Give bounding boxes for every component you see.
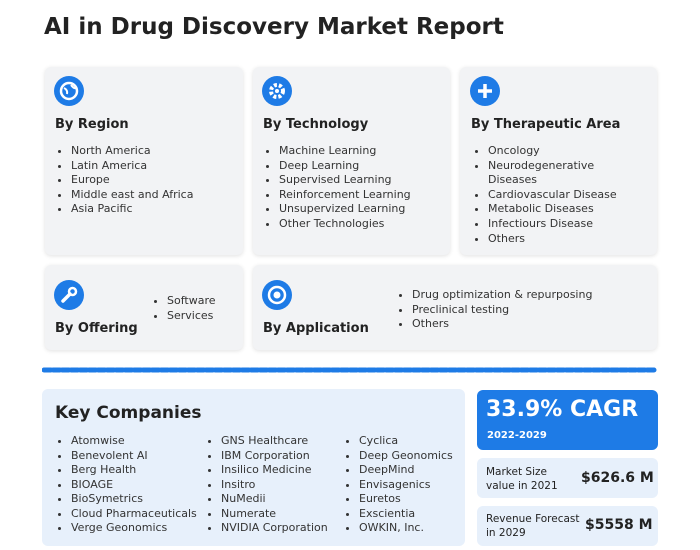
company-item: Euretos [359, 492, 479, 507]
company-item: Berg Health [71, 463, 221, 478]
segment-item: Latin America [71, 159, 246, 174]
stat-value: $626.6 M [581, 470, 654, 486]
segment-item: Drug optimization & repurposing [412, 288, 662, 303]
stat-box [477, 458, 658, 498]
segment-item: Services [167, 309, 257, 324]
segment-list: Machine LearningDeep LearningSupervised … [263, 144, 459, 232]
company-item: Atomwise [71, 434, 221, 449]
company-item: OWKIN, Inc. [359, 521, 479, 536]
company-item: IBM Corporation [221, 449, 356, 464]
segment-list: SoftwareServices [151, 294, 257, 323]
company-list: CyclicaDeep GeonomicsDeepMindEnvisagenic… [343, 434, 479, 536]
application-icon [262, 280, 292, 310]
segment-card: By Offering SoftwareServices [45, 265, 243, 350]
segment-title: By Therapeutic Area [471, 117, 621, 132]
offering-icon [54, 280, 84, 310]
segment-title: By Region [55, 117, 129, 132]
segment-title: By Application [263, 321, 369, 336]
company-item: NVIDIA Corporation [221, 521, 356, 536]
company-item: NuMedii [221, 492, 356, 507]
segment-item: Others [412, 317, 662, 332]
segment-item: Oncology [488, 144, 638, 159]
segment-item: Others [488, 232, 638, 247]
company-list: GNS HealthcareIBM CorporationInsilico Me… [205, 434, 356, 536]
company-item: GNS Healthcare [221, 434, 356, 449]
key-companies-title: Key Companies [55, 403, 202, 423]
segment-card: By Region North AmericaLatin AmericaEuro… [45, 67, 243, 255]
company-list: AtomwiseBenevolent AIBerg HealthBIOAGEBi… [55, 434, 221, 536]
company-item: Exscientia [359, 507, 479, 522]
segment-item: Preclinical testing [412, 303, 662, 318]
company-item: Cyclica [359, 434, 479, 449]
stat-label: Market Size value in 2021 [486, 466, 558, 492]
segment-item: Unsupervized Learning [279, 202, 459, 217]
stat-box [477, 506, 658, 546]
region-icon [54, 76, 84, 106]
company-item: DeepMind [359, 463, 479, 478]
segment-item: Supervised Learning [279, 173, 459, 188]
segment-item: North America [71, 144, 246, 159]
company-item: BioSymetrics [71, 492, 221, 507]
segment-item: Cardiovascular Disease [488, 188, 638, 203]
company-item: BIOAGE [71, 478, 221, 493]
segment-item: Middle east and Africa [71, 188, 246, 203]
segment-item: Reinforcement Learning [279, 188, 459, 203]
cagr-period: 2022-2029 [487, 430, 547, 441]
company-item: Envisagenics [359, 478, 479, 493]
company-item: Cloud Pharmaceuticals [71, 507, 221, 522]
segment-list: North AmericaLatin AmericaEuropeMiddle e… [55, 144, 246, 217]
technology-icon [262, 76, 292, 106]
cagr-value: 33.9% CAGR [486, 397, 639, 422]
segment-item: Asia Pacific [71, 202, 246, 217]
segment-card: By Application Drug optimization & repur… [253, 265, 657, 350]
segment-item: Machine Learning [279, 144, 459, 159]
company-item: Insitro [221, 478, 356, 493]
segment-item: Metabolic Diseases [488, 202, 638, 217]
divider [42, 367, 658, 373]
company-item: Numerate [221, 507, 356, 522]
stat-label: Revenue Forecast in 2029 [486, 513, 580, 539]
segment-card: By Therapeutic Area OncologyNeurodegener… [460, 67, 657, 255]
segment-item: Europe [71, 173, 246, 188]
segment-item: Deep Learning [279, 159, 459, 174]
company-item: Insilico Medicine [221, 463, 356, 478]
segment-title: By Offering [55, 321, 138, 336]
company-item: Benevolent AI [71, 449, 221, 464]
segment-item: Other Technologies [279, 217, 459, 232]
stat-value: $5558 M [585, 517, 653, 533]
company-item: Deep Geonomics [359, 449, 479, 464]
therapeutic-icon [470, 76, 500, 106]
segment-item: Infectiours Disease [488, 217, 638, 232]
segment-card: By Technology Machine LearningDeep Learn… [253, 67, 450, 255]
segment-title: By Technology [263, 117, 369, 132]
segment-list: OncologyNeurodegenerative DiseasesCardio… [472, 144, 638, 246]
key-companies-panel [42, 389, 465, 546]
segment-item: Software [167, 294, 257, 309]
cagr-box [477, 390, 658, 450]
company-item: Verge Geonomics [71, 521, 221, 536]
page-title: AI in Drug Discovery Market Report [44, 14, 504, 40]
segment-list: Drug optimization & repurposingPreclinic… [396, 288, 662, 332]
segment-item: Neurodegenerative Diseases [488, 159, 638, 188]
